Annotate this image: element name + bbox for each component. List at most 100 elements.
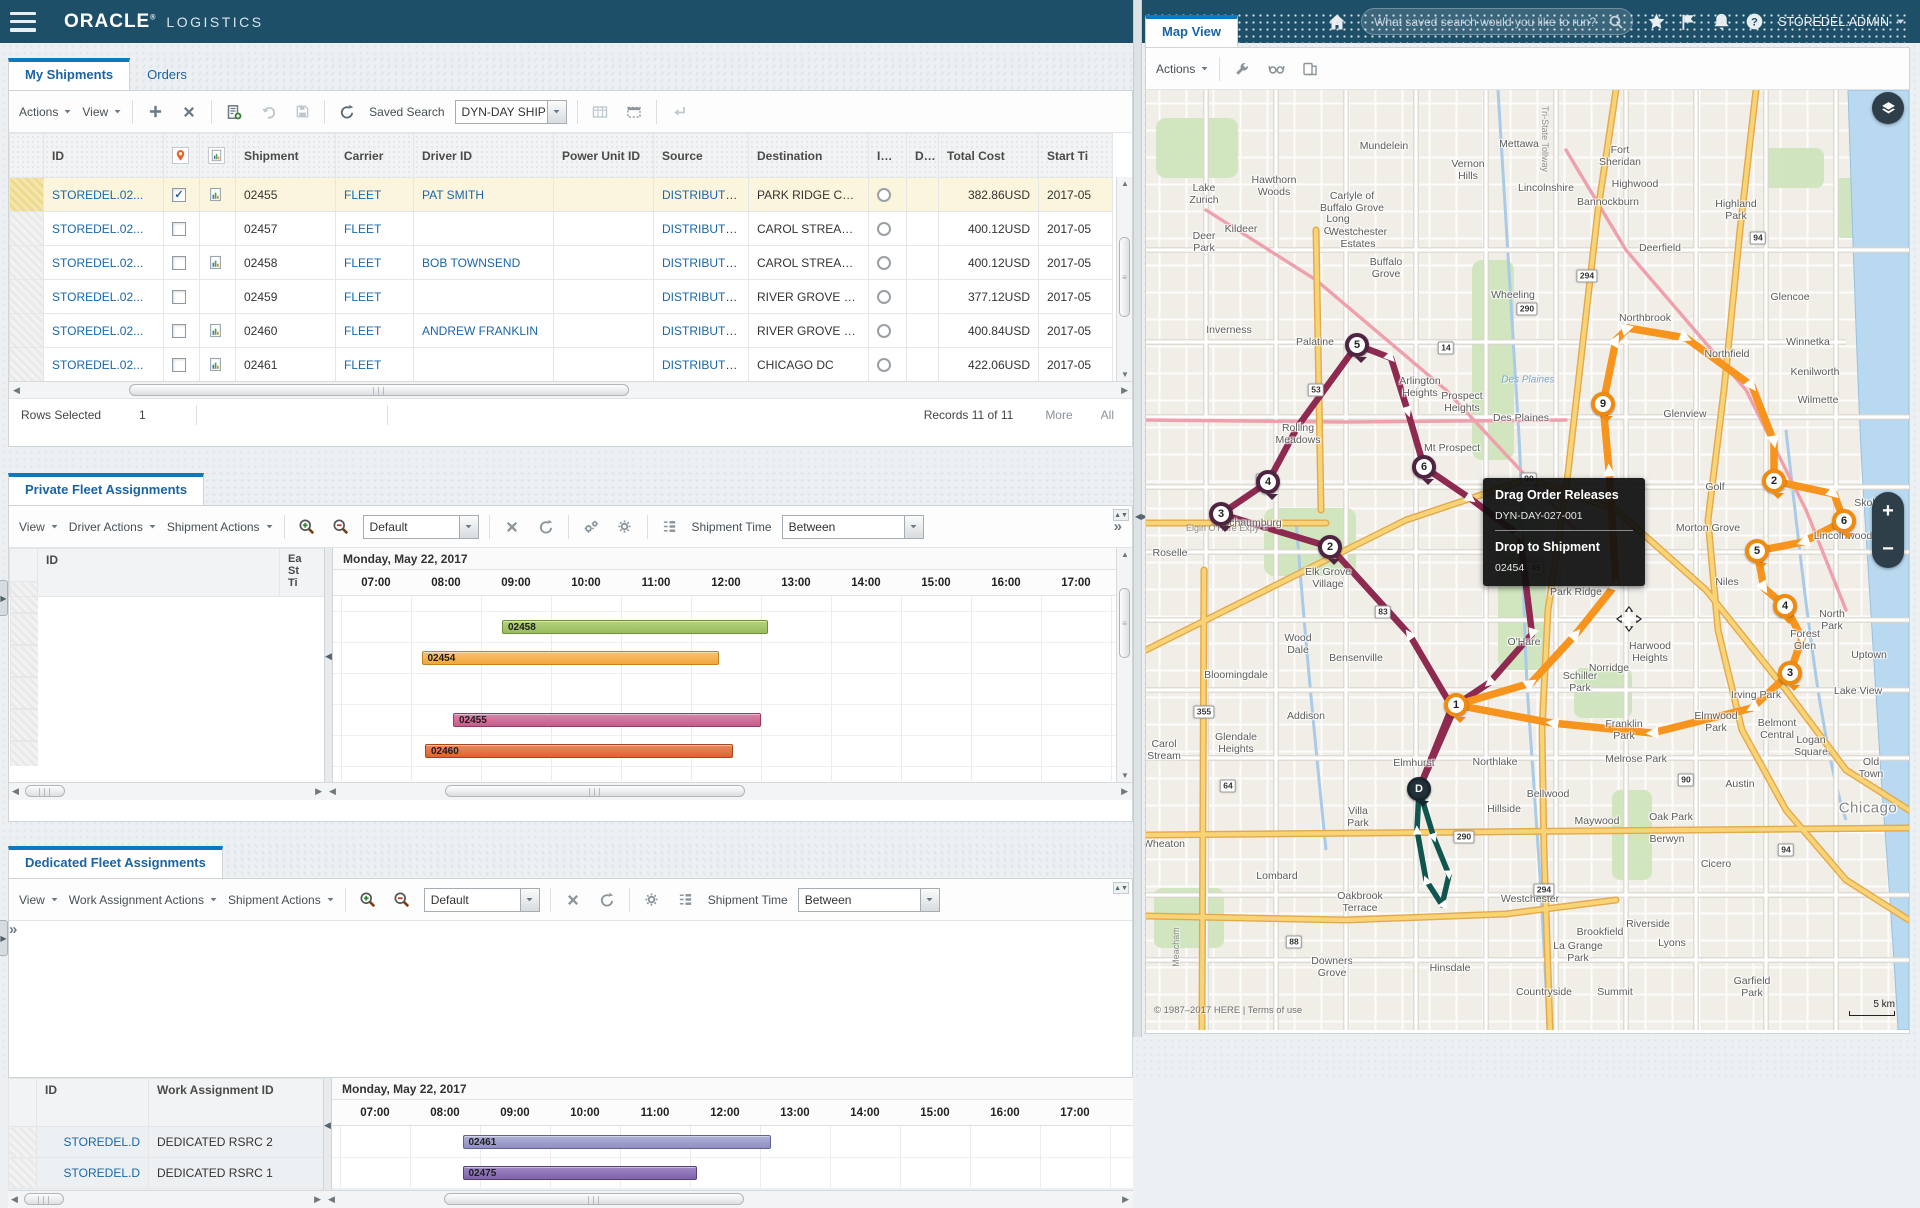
- shipment-id-link[interactable]: STOREDEL.02...: [52, 357, 144, 372]
- map-pin-column-icon[interactable]: [172, 147, 189, 164]
- indicator-radio[interactable]: [877, 187, 891, 202]
- carrier-link[interactable]: FLEET: [344, 357, 382, 372]
- table-row[interactable]: STOREDEL.02... 02460 FLEET ANDREW FRANKLIN D…: [9, 313, 1113, 348]
- tab-my-shipments[interactable]: My Shipments: [8, 58, 131, 90]
- map-actions-menu[interactable]: Actions: [1156, 62, 1209, 76]
- carrier-link[interactable]: FLEET: [344, 221, 382, 236]
- gantt-doc-icon[interactable]: [208, 255, 223, 270]
- carrier-link[interactable]: FLEET: [344, 323, 382, 338]
- gantt-bar[interactable]: 02455: [453, 712, 761, 727]
- collapse-handle[interactable]: ▶: [0, 580, 8, 616]
- pf-shipment-actions-menu[interactable]: Shipment Actions: [167, 520, 274, 534]
- shipment-id-link[interactable]: STOREDEL.02...: [52, 187, 144, 202]
- route-teal[interactable]: [1412, 786, 1454, 909]
- indicator-radio[interactable]: [877, 323, 891, 338]
- row-selector[interactable]: [9, 709, 38, 741]
- panel-collapse-icon[interactable]: ▲▼: [1113, 509, 1129, 521]
- source-link[interactable]: DISTRIBUTION C...: [662, 357, 748, 372]
- row-checkbox[interactable]: [172, 255, 186, 270]
- indicator-radio[interactable]: [877, 357, 891, 372]
- carrier-link[interactable]: FLEET: [344, 289, 382, 304]
- table-view-button[interactable]: [588, 100, 612, 124]
- work-assignment-row[interactable]: STOREDEL.D DEDICATED RSRC 1: [8, 1157, 323, 1189]
- driver-row[interactable]: STOREDEL.ANDREW FRANKLIN20: [9, 741, 38, 766]
- row-checkbox[interactable]: ✓: [172, 187, 186, 202]
- shipment-id-link[interactable]: STOREDEL.02...: [52, 323, 144, 338]
- driver-row[interactable]: STOREDEL.BOB TOWNSEND20: [9, 613, 38, 645]
- private-fleet-vertical-scrollbar[interactable]: ▲ ≡ ▼: [1116, 548, 1132, 782]
- map-zoom-in-button[interactable]: +: [1882, 499, 1894, 522]
- carrier-link[interactable]: FLEET: [344, 255, 382, 270]
- pf-zoom-out-icon[interactable]: [329, 515, 353, 539]
- df-overflow-icon[interactable]: »: [9, 921, 18, 938]
- df-view-menu[interactable]: View: [19, 893, 59, 907]
- tab-dedicated-fleet-assignments[interactable]: Dedicated Fleet Assignments: [8, 846, 223, 878]
- table-row[interactable]: STOREDEL.02... 02459 FLEET DISTRIBUTION C..…: [9, 279, 1113, 314]
- df-clear-icon[interactable]: [561, 888, 585, 912]
- row-selector[interactable]: [9, 677, 38, 709]
- map-overview-icon[interactable]: [1298, 57, 1322, 81]
- stop-marker-orange[interactable]: 9: [1591, 392, 1615, 422]
- stop-marker-orange[interactable]: 1: [1444, 693, 1468, 723]
- driver-row[interactable]: STOREDEL.DEREK MITCHELL20: [9, 645, 38, 677]
- stop-marker-dark[interactable]: 5: [1345, 333, 1369, 363]
- row-selector[interactable]: [8, 1157, 37, 1189]
- source-link[interactable]: DISTRIBUTION C...: [662, 289, 748, 304]
- gantt-doc-icon[interactable]: [208, 323, 223, 338]
- tab-map-view[interactable]: Map View: [1145, 15, 1239, 47]
- map-zoom-control[interactable]: + −: [1872, 492, 1904, 568]
- driver-row[interactable]: STOREDEL.WALTER BROWN: [9, 581, 38, 613]
- pf-driver-actions-menu[interactable]: Driver Actions: [69, 520, 157, 534]
- gantt-bar[interactable]: 02460: [425, 743, 733, 758]
- refresh-button[interactable]: [335, 100, 359, 124]
- gantt-chart-column-icon[interactable]: [199, 133, 236, 178]
- row-selector[interactable]: [9, 741, 38, 766]
- work-assignment-row[interactable]: STOREDEL.D DEDICATED RSRC 2: [8, 1126, 323, 1158]
- stop-marker-orange[interactable]: 6: [1832, 509, 1856, 539]
- table-row[interactable]: STOREDEL.02... 02458 FLEET BOB TOWNSEND DIST…: [9, 245, 1113, 280]
- map-glasses-icon[interactable]: [1264, 57, 1288, 81]
- driver-row[interactable]: STOREDEL.EVAN PETERS: [9, 677, 38, 709]
- stop-marker-orange[interactable]: 2: [1762, 469, 1786, 499]
- pf-view-menu[interactable]: View: [19, 520, 59, 534]
- pf-columns-icon[interactable]: [658, 515, 682, 539]
- row-selector[interactable]: [9, 245, 44, 280]
- shipments-horizontal-scrollbar[interactable]: ◀ ∣∣∣ ▶: [9, 381, 1132, 398]
- table-row[interactable]: STOREDEL.02... ✓ 02455 FLEET PAT SMITH DISTRI…: [9, 177, 1113, 212]
- pf-refresh-icon[interactable]: [534, 515, 558, 539]
- df-settings-gear-icon[interactable]: [640, 888, 664, 912]
- resource-id-link[interactable]: STOREDEL.D: [63, 1135, 140, 1149]
- source-link[interactable]: DISTRIBUTION C...: [662, 187, 748, 202]
- all-link[interactable]: All: [1100, 407, 1114, 422]
- mass-create-button[interactable]: [222, 100, 246, 124]
- stop-marker-dark[interactable]: 4: [1256, 470, 1280, 500]
- shipment-id-link[interactable]: STOREDEL.02...: [52, 255, 144, 270]
- row-selector[interactable]: [9, 279, 44, 314]
- indicator-radio[interactable]: [877, 289, 891, 304]
- route-maroon[interactable]: [1216, 341, 1539, 793]
- df-grid-hscrollbar[interactable]: ◀ ∣∣∣ ▶: [8, 1191, 324, 1208]
- undo-button[interactable]: [256, 100, 280, 124]
- pf-shipment-time-select[interactable]: Between: [781, 514, 924, 539]
- row-selector[interactable]: [9, 177, 44, 212]
- source-link[interactable]: DISTRIBUTION C...: [662, 323, 748, 338]
- go-button[interactable]: [667, 100, 691, 124]
- row-selector[interactable]: [9, 613, 38, 645]
- table-row[interactable]: STOREDEL.02... 02457 FLEET DISTRIBUTION C..…: [9, 211, 1113, 246]
- row-selector[interactable]: [9, 347, 44, 381]
- gantt-bar[interactable]: 02458: [502, 619, 768, 634]
- df-zoom-out-icon[interactable]: [390, 888, 414, 912]
- df-gantt-hscrollbar[interactable]: ◀ ∣∣∣ ▶: [324, 1191, 1133, 1208]
- row-checkbox[interactable]: [172, 289, 186, 304]
- shipment-id-link[interactable]: STOREDEL.02...: [52, 221, 144, 236]
- panel-collapse-icon[interactable]: ▲▼: [1113, 882, 1129, 894]
- stop-marker-orange[interactable]: 3: [1778, 661, 1802, 691]
- df-shipment-time-select[interactable]: Between: [797, 887, 940, 912]
- row-checkbox[interactable]: [172, 221, 186, 236]
- main-splitter[interactable]: ◀▶: [1133, 0, 1147, 1037]
- map-canvas[interactable]: Mundelein Vernon Hills Mettawa Fort Sherida…: [1146, 90, 1909, 1030]
- shipment-id-link[interactable]: STOREDEL.02...: [52, 289, 144, 304]
- pf-clear-icon[interactable]: [500, 515, 524, 539]
- map-pin-column-icon[interactable]: [163, 133, 200, 178]
- df-columns-icon[interactable]: [674, 888, 698, 912]
